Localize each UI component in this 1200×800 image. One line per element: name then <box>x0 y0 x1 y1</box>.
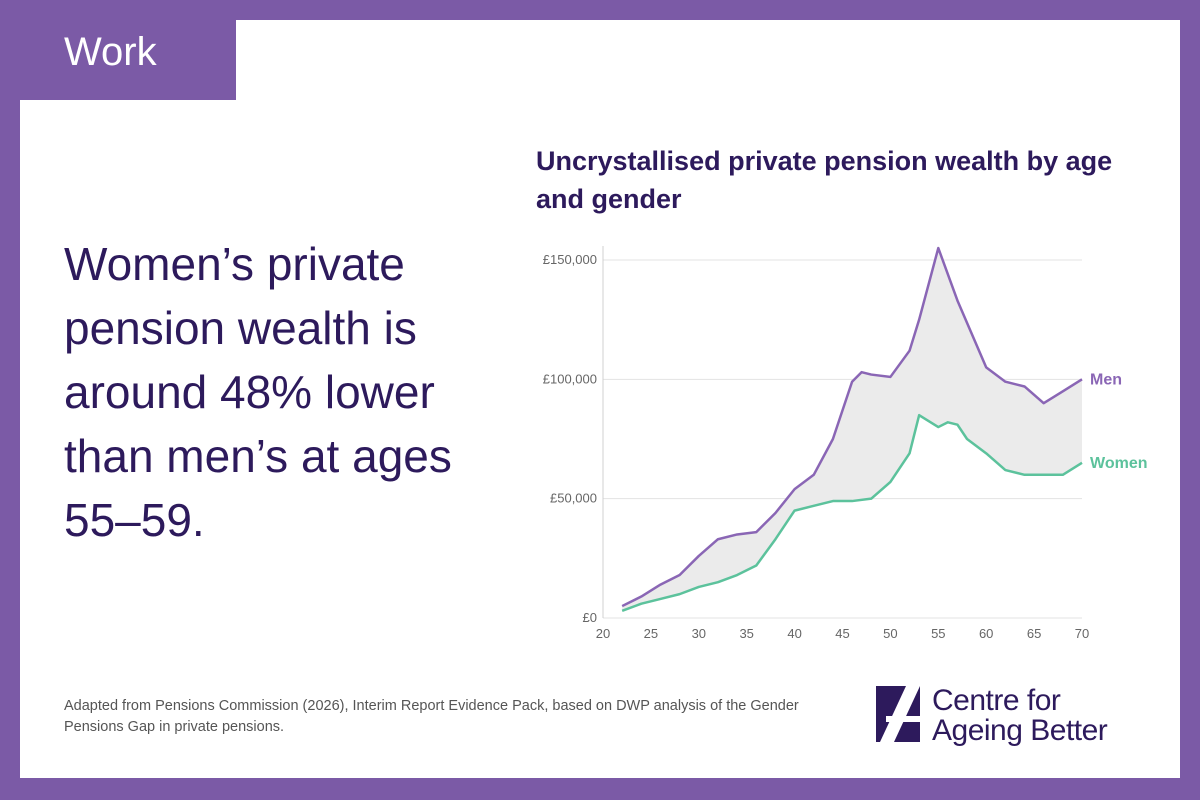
x-tick-label: 50 <box>883 626 897 641</box>
x-tick-label: 25 <box>644 626 658 641</box>
x-tick-label: 30 <box>692 626 706 641</box>
y-tick-label: £150,000 <box>543 252 597 267</box>
x-tick-label: 55 <box>931 626 945 641</box>
x-tick-label: 60 <box>979 626 993 641</box>
x-tick-label: 70 <box>1075 626 1089 641</box>
gender-gap-area <box>622 248 1082 611</box>
women-series-line <box>621 413 1083 613</box>
women-series-label: Women <box>1090 455 1147 472</box>
source-note: Adapted from Pensions Commission (2026),… <box>64 698 799 735</box>
chart-title: Uncrystallised private pension wealth by… <box>536 146 1113 214</box>
ageing-better-logo-icon <box>876 686 920 742</box>
y-tick-label: £100,000 <box>543 371 597 386</box>
men-series-line <box>621 246 1083 608</box>
headline: Women’s private pension wealth is around… <box>64 238 452 546</box>
logo-line-1: Centre for <box>932 684 1061 717</box>
x-tick-label: 40 <box>787 626 801 641</box>
y-tick-label: £0 <box>583 610 597 625</box>
pension-wealth-chart: £0 £50,000 £100,000 £150,000 20 25 30 35 40 45 50 5… <box>543 246 1147 641</box>
x-tick-label: 45 <box>835 626 849 641</box>
x-tick-label: 65 <box>1027 626 1041 641</box>
x-tick-label: 20 <box>596 626 610 641</box>
logo-line-2: Ageing Better <box>932 714 1108 747</box>
men-series-label: Men <box>1090 371 1122 388</box>
y-tick-label: £50,000 <box>550 491 597 506</box>
section-tag: Work <box>20 20 236 100</box>
logo-wordmark: Centre for Ageing Better <box>932 684 1108 747</box>
centre-for-ageing-better-logo: Centre for Ageing Better <box>876 686 1166 746</box>
x-tick-label: 35 <box>739 626 753 641</box>
